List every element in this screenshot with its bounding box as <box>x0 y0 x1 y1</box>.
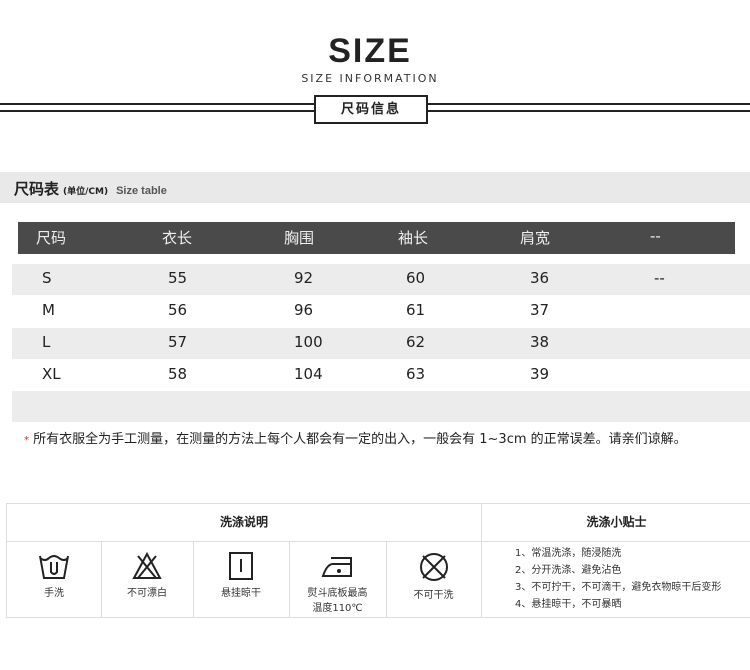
table-cell: 96 <box>294 301 314 319</box>
column-header: 胸围 <box>284 229 315 247</box>
table-cell: 57 <box>168 333 188 351</box>
column-header: 衣长 <box>162 229 193 247</box>
hand-wash-icon <box>39 555 69 579</box>
unit-label: (单位/CM) <box>63 187 109 197</box>
section-label: 尺码信息 <box>314 95 428 124</box>
table-cell: 60 <box>406 269 426 287</box>
measurement-note: * 所有衣服全为手工测量，在测量的方法上每个人都会有一定的出入，一般会有 1~3… <box>24 428 687 447</box>
size-section-en: Size table <box>116 185 167 197</box>
table-cell: 38 <box>530 333 550 351</box>
table-cell: L <box>42 333 51 351</box>
table-cell: -- <box>654 269 665 287</box>
washing-table: 洗涤说明 洗涤小贴士 手洗 不可漂白 悬挂晾干 熨斗底板最高 温度110℃ 不可干… <box>6 503 750 618</box>
wash-label: 不可漂白 <box>127 588 167 599</box>
size-section-title: 尺码表 <box>14 180 60 198</box>
wash-item: 不可漂白 <box>101 552 193 599</box>
table-cell: S <box>42 269 52 287</box>
page-title: SIZE <box>328 32 412 70</box>
table-cell: XL <box>42 365 61 383</box>
table-cell: 55 <box>168 269 188 287</box>
tip: 3、不可拧干，不可滴干，避免衣物晾干后变形 <box>515 582 722 593</box>
table-cell: 63 <box>406 365 426 383</box>
wash-label: 不可干洗 <box>413 590 454 601</box>
asterisk: * <box>24 435 29 446</box>
table-row: S 55 92 60 36 -- <box>12 264 750 295</box>
table-cell: 58 <box>168 365 188 383</box>
table-row: M 56 96 61 37 <box>12 296 750 327</box>
table-row: XL 58 104 63 39 <box>12 360 750 391</box>
table-row-empty <box>12 391 750 422</box>
wash-item: 悬挂晾干 <box>193 552 289 599</box>
column-header: 尺码 <box>36 229 67 247</box>
wash-item: 手洗 <box>7 552 101 599</box>
table-cell: 36 <box>530 269 550 287</box>
wash-label: 手洗 <box>44 588 64 599</box>
table-cell: 37 <box>530 301 550 319</box>
wash-title: 洗涤说明 <box>7 504 482 542</box>
table-cell: 104 <box>294 365 323 383</box>
wash-tips: 1、常温洗涤，随浸随洗 2、分开洗涤、避免沾色 3、不可拧干，不可滴干，避免衣物… <box>515 545 721 613</box>
wash-label: 悬挂晾干 <box>221 588 261 599</box>
table-cell: M <box>42 301 55 319</box>
table-cell: 62 <box>406 333 426 351</box>
table-cell: 92 <box>294 269 314 287</box>
wash-item: 熨斗底板最高 温度110℃ <box>289 552 386 614</box>
column-header: 肩宽 <box>520 229 551 247</box>
table-cell: 100 <box>294 333 323 351</box>
wash-label: 熨斗底板最高 <box>307 588 368 599</box>
size-table-header: 尺码 衣长 胸围 袖长 肩宽 -- <box>18 222 735 254</box>
table-cell: 61 <box>406 301 426 319</box>
tip: 1、常温洗涤，随浸随洗 <box>515 548 622 559</box>
tip: 2、分开洗涤、避免沾色 <box>515 565 622 576</box>
hang-dry-icon <box>229 552 253 580</box>
tips-title: 洗涤小贴士 <box>482 504 750 542</box>
column-header: -- <box>650 227 661 245</box>
table-cell: 56 <box>168 301 188 319</box>
table-row: L 57 100 62 38 <box>12 328 750 359</box>
page-subtitle: SIZE INFORMATION <box>301 72 439 85</box>
column-header: 袖长 <box>398 229 429 247</box>
no-dry-clean-icon <box>419 553 448 581</box>
wash-label: 温度110℃ <box>312 603 363 614</box>
table-cell: 39 <box>530 365 550 383</box>
wash-item: 不可干洗 <box>386 552 481 601</box>
size-section-header: 尺码表 (单位/CM) Size table <box>0 172 750 203</box>
note-text: 所有衣服全为手工测量，在测量的方法上每个人都会有一定的出入，一般会有 1~3cm… <box>33 432 687 447</box>
no-bleach-icon <box>132 552 162 579</box>
iron-icon <box>321 557 352 577</box>
tip: 4、悬挂晾干，不可暴晒 <box>515 599 622 610</box>
